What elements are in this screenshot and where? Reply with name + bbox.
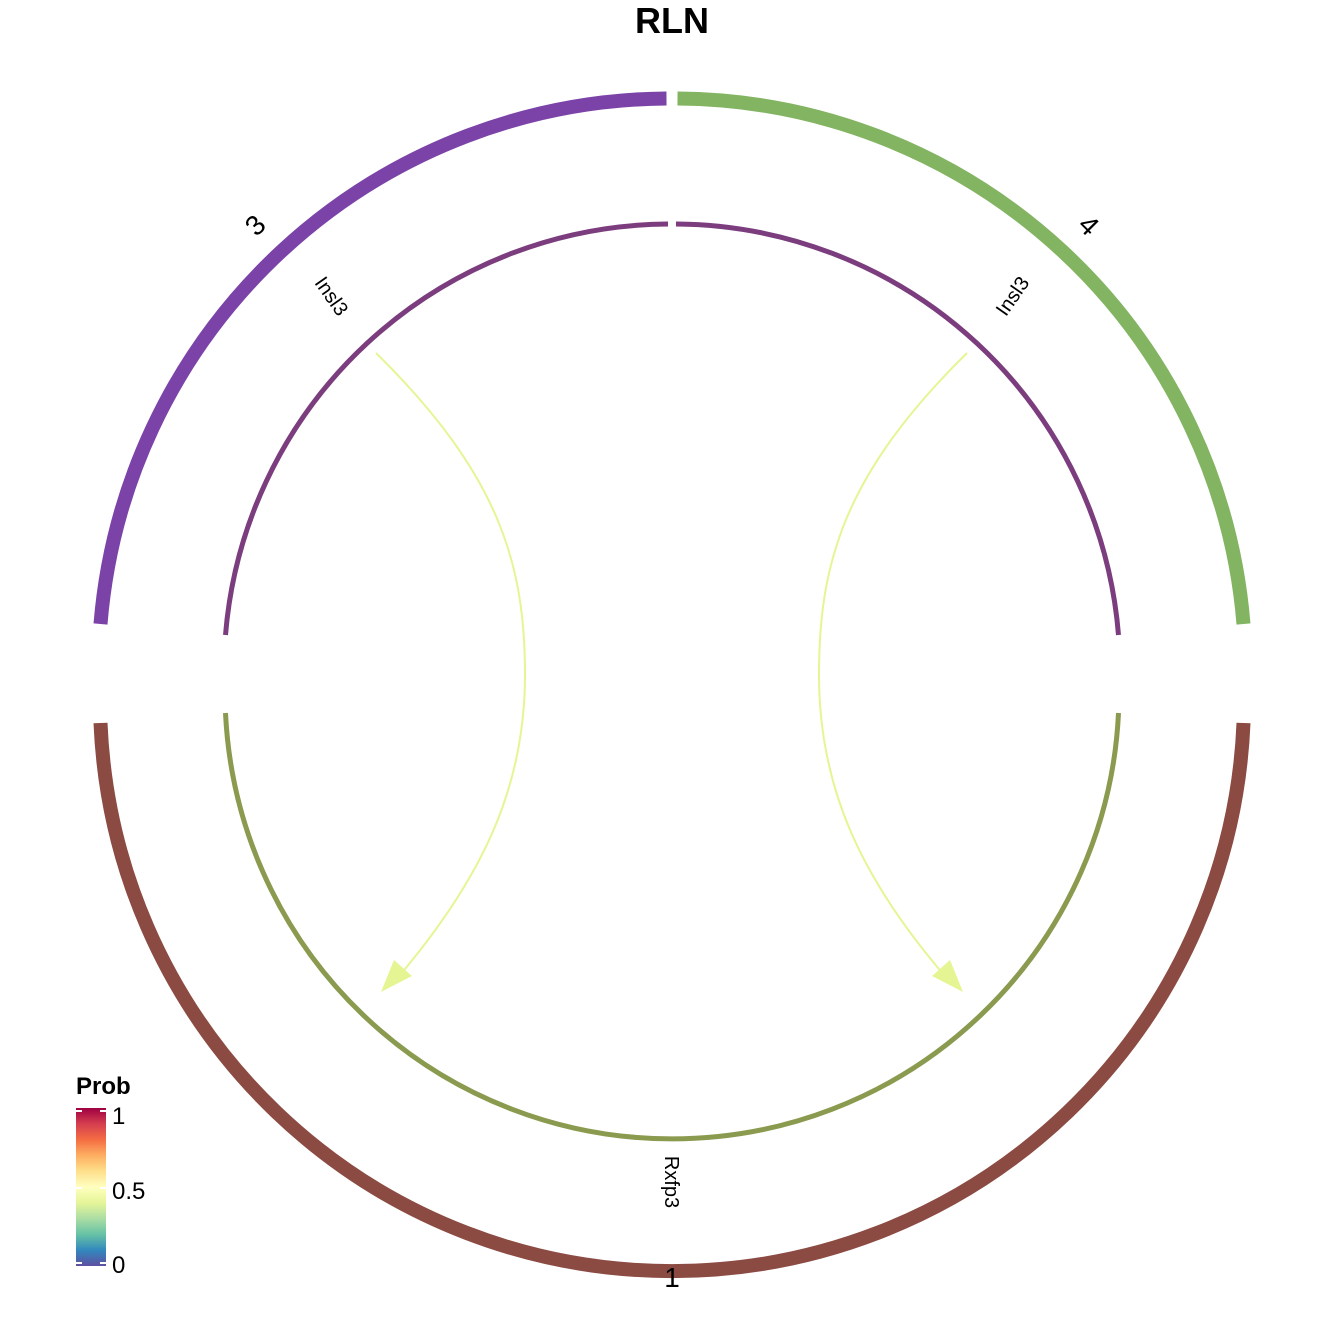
- gene-arc-insl3-sector-4: [675, 221, 1121, 636]
- link-arrowhead: [381, 960, 412, 992]
- gene-label-insl3-sector-4: Insl3: [992, 273, 1034, 320]
- sector-arc-3: [93, 91, 667, 625]
- sector-label-1: 1: [664, 1262, 680, 1293]
- legend-tick-label-1: 1: [112, 1103, 125, 1130]
- prob-legend: Prob 1 0.5 0: [76, 1073, 145, 1279]
- gene-arc-insl3-sector-3: [223, 221, 669, 636]
- legend-tick-marks: [76, 1110, 106, 1264]
- gene-label-insl3-sector-3: Insl3: [310, 273, 352, 320]
- link-arrowhead: [932, 960, 963, 992]
- link-insl3-4-to-rxfp3: [817, 352, 968, 976]
- legend-title: Prob: [76, 1073, 131, 1100]
- chart-title: RLN: [635, 0, 709, 41]
- sector-arc-4: [677, 91, 1251, 625]
- gene-label-rxfp3-sector-1: Rxfp3: [660, 1156, 682, 1208]
- sector-label-4: 4: [1072, 209, 1105, 242]
- link-insl3-3-to-rxfp3: [375, 352, 527, 976]
- legend-tick-label-0: 0: [112, 1252, 125, 1279]
- gene-arc-rxfp3-sector-1: [223, 712, 1121, 1142]
- legend-tick-label-0.5: 0.5: [112, 1178, 145, 1205]
- sector-label-3: 3: [239, 209, 272, 242]
- sector-arc-1: [93, 722, 1251, 1279]
